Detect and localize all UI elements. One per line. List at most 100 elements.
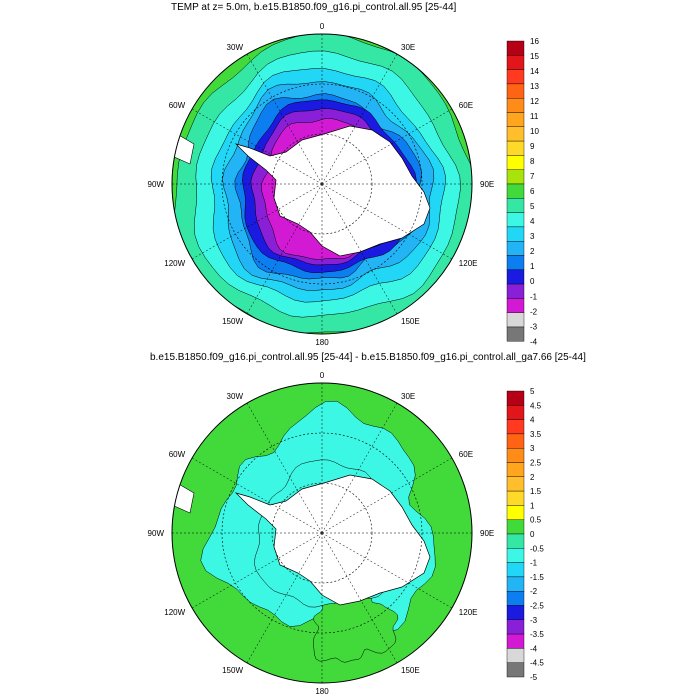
- colorbar-swatch: [506, 126, 525, 142]
- colorbar-label: -3: [530, 322, 538, 331]
- colorbar-label: -3: [530, 616, 538, 625]
- colorbar-swatch: [506, 476, 525, 492]
- colorbar-label: 13: [530, 82, 539, 91]
- longitude-line: [191, 183, 323, 260]
- colorbar-swatch: [506, 240, 525, 256]
- colorbar-label: 1: [530, 501, 535, 510]
- colorbar-label: 2: [530, 473, 535, 482]
- colorbar-swatch: [506, 97, 525, 113]
- longitude-label: 150E: [401, 317, 420, 326]
- longitude-label: 90W: [148, 180, 165, 189]
- colorbar-label: -4: [530, 644, 538, 653]
- longitude-label: 0: [320, 371, 325, 380]
- colorbar-label: 8: [530, 157, 535, 166]
- colorbar-swatch: [506, 326, 525, 342]
- colorbar-swatch: [506, 619, 525, 635]
- colorbar-swatch: [506, 40, 525, 56]
- colorbar: 5 4.5 4 3.5 3 2.5 2 1.5 1 0.5 0 -0.5 -1 -1.5 -2 -2.5 -3 -…: [506, 387, 544, 682]
- longitude-line: [321, 532, 453, 609]
- colorbar-swatch: [506, 226, 525, 242]
- longitude-label: 60E: [459, 101, 473, 110]
- colorbar-swatch: [506, 155, 525, 170]
- colorbar-swatch: [506, 212, 525, 228]
- colorbar-label: 1: [530, 262, 535, 271]
- map-border: [171, 33, 473, 335]
- colorbar-swatch: [506, 83, 525, 99]
- panel-1-title: TEMP at z= 5.0m, b.e15.B1850.f09_g16.pi_…: [171, 2, 457, 13]
- colorbar-swatch: [506, 140, 525, 156]
- longitude-line: [191, 532, 323, 609]
- colorbar-label: 5: [530, 202, 535, 211]
- colorbar-label: 2: [530, 247, 535, 256]
- longitude-line: [246, 183, 323, 315]
- colorbar-label: -1.5: [530, 573, 544, 582]
- longitude-line: [191, 457, 323, 534]
- longitude-label: 150E: [401, 666, 420, 675]
- colorbar-swatch: [506, 548, 525, 563]
- colorbar-label: -2: [530, 307, 538, 316]
- colorbar-label: -2.5: [530, 602, 544, 611]
- panel-2-polar-map: 0 30E 60E 90E 120E 150E 180 150W 120W 90W 60W 30W 5 4…: [148, 371, 545, 696]
- colorbar-swatch: [506, 312, 525, 328]
- colorbar-swatch: [506, 69, 525, 85]
- colorbar-label: 2.5: [530, 459, 542, 468]
- longitude-label: 30E: [401, 43, 415, 52]
- colorbar-label: 11: [530, 112, 539, 121]
- longitude-label: 30W: [227, 392, 244, 401]
- map-field: [172, 383, 472, 683]
- colorbar-label: 7: [530, 172, 535, 181]
- longitude-label: 120E: [459, 259, 478, 268]
- colorbar-label: 15: [530, 52, 539, 61]
- colorbar-swatch: [506, 419, 525, 435]
- colorbar-label: -1: [530, 559, 538, 568]
- longitude-label: 60E: [459, 450, 473, 459]
- colorbar-swatch: [506, 562, 525, 578]
- colorbar-label: 16: [530, 37, 539, 46]
- longitude-label: 120E: [459, 608, 478, 617]
- colorbar-label: 0.5: [530, 516, 542, 525]
- colorbar-label: 0: [530, 530, 535, 539]
- colorbar-swatch: [506, 112, 525, 128]
- colorbar-swatch: [506, 590, 525, 606]
- longitude-label: 180: [315, 687, 329, 696]
- colorbar-swatch: [506, 447, 525, 463]
- longitude-line: [191, 108, 323, 185]
- colorbar-label: 4.5: [530, 401, 542, 410]
- colorbar-swatch: [506, 169, 525, 185]
- colorbar-label: -2: [530, 587, 538, 596]
- colorbar-swatch: [506, 662, 525, 678]
- colorbar-label: 9: [530, 142, 535, 151]
- colorbar-label: 14: [530, 67, 539, 76]
- colorbar-swatch: [506, 255, 525, 271]
- colorbar-label: 4: [530, 416, 535, 425]
- longitude-label: 90E: [480, 529, 494, 538]
- longitude-label: 0: [320, 22, 325, 31]
- colorbar-swatch: [506, 433, 525, 449]
- colorbar-label: -4: [530, 337, 538, 346]
- longitude-label: 180: [315, 338, 329, 347]
- colorbar-label: 12: [530, 97, 539, 106]
- longitude-label: 90W: [148, 529, 165, 538]
- longitude-label: 60W: [169, 101, 186, 110]
- longitude-line: [321, 183, 398, 315]
- longitude-line: [321, 108, 453, 185]
- panel-2-title: b.e15.B1850.f09_g16.pi_control.all.95 [2…: [150, 352, 586, 363]
- colorbar-label: 0: [530, 277, 535, 286]
- colorbar-swatch: [506, 198, 525, 213]
- colorbar-swatch: [506, 505, 525, 520]
- colorbar-swatch: [506, 633, 525, 649]
- longitude-line: [321, 53, 398, 185]
- colorbar-label: 6: [530, 187, 535, 196]
- map-field: [172, 34, 472, 334]
- colorbar-swatch: [506, 269, 525, 285]
- colorbar-swatch: [506, 576, 525, 592]
- longitude-label: 60W: [169, 450, 186, 459]
- colorbar-swatch: [506, 648, 525, 663]
- colorbar-label: 3.5: [530, 430, 542, 439]
- panel-1-polar-map: 030E60E90E120E150E180150W120W90W60W30W16…: [148, 22, 540, 347]
- longitude-label: 150W: [222, 666, 243, 675]
- longitude-label: 90E: [480, 180, 494, 189]
- colorbar-label: 10: [530, 127, 539, 136]
- longitude-label: 30W: [227, 43, 244, 52]
